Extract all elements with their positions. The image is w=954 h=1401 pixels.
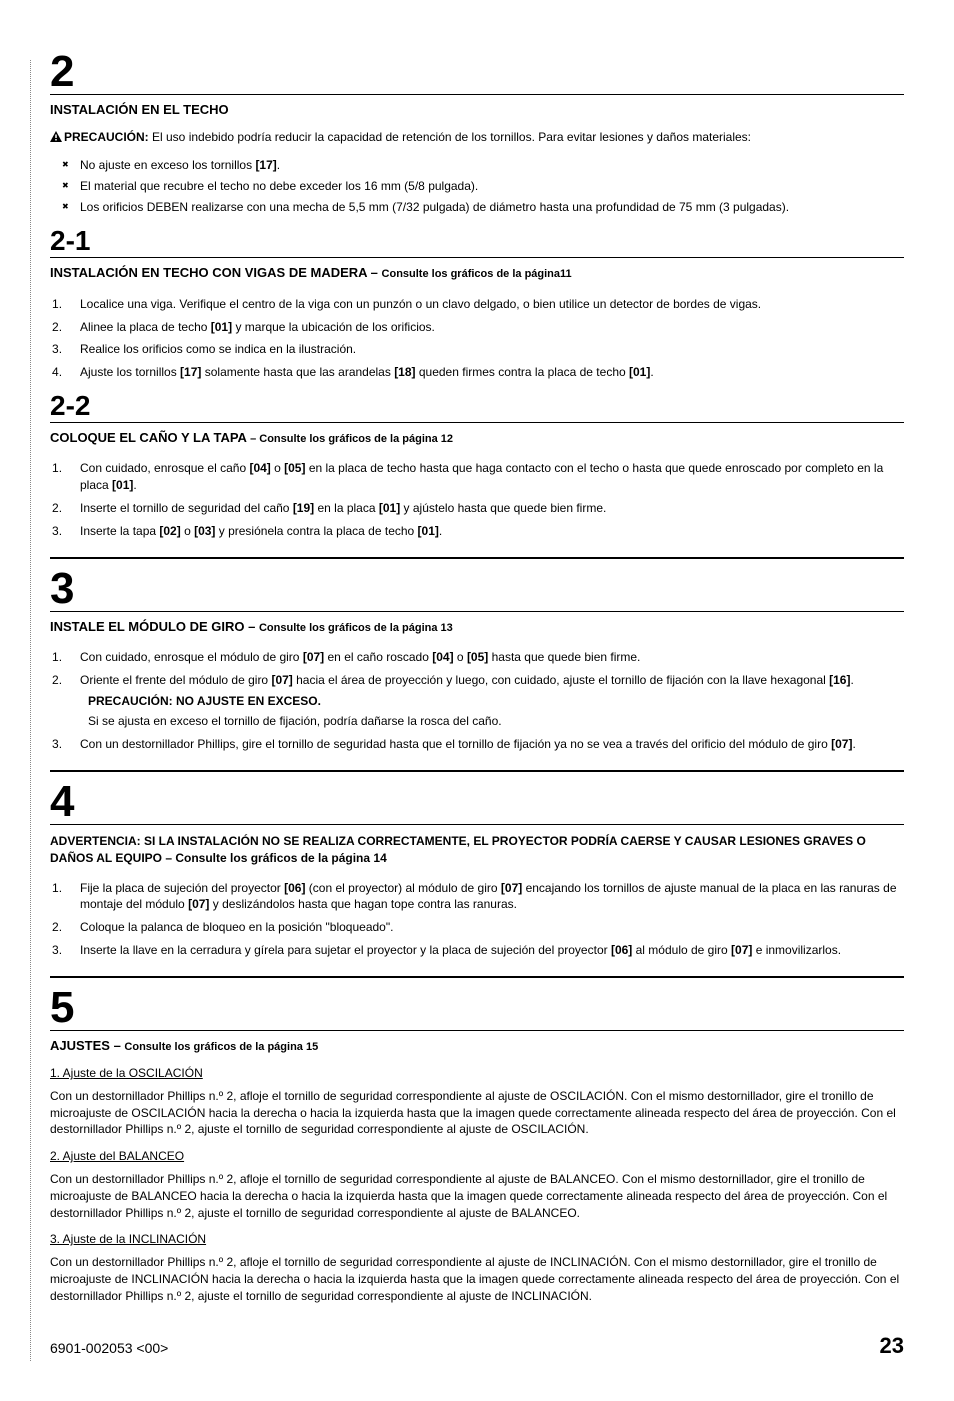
- page-footer: 6901-002053 <00> 23: [50, 1331, 904, 1362]
- adjustment-1-body: Con un destornillador Phillips n.º 2, af…: [50, 1088, 904, 1138]
- list-item: Fije la placa de sujeción del proyector …: [80, 877, 904, 917]
- list-item: Con un destornillador Phillips, gire el …: [80, 733, 904, 756]
- adjustment-3-body: Con un destornillador Phillips n.º 2, af…: [50, 1254, 904, 1304]
- section-2-title: INSTALACIÓN EN EL TECHO: [50, 101, 904, 119]
- section-number-2-2: 2-2: [50, 392, 904, 420]
- list-item: Inserte el tornillo de seguridad del cañ…: [80, 497, 904, 520]
- heading-main: AJUSTES –: [50, 1038, 124, 1053]
- heading-sub: Consulte los gráficos de la página 13: [259, 622, 453, 634]
- list-item: Inserte la tapa [02] o [03] y presiónela…: [80, 520, 904, 543]
- list-item: Con cuidado, enrosque el caño [04] o [05…: [80, 457, 904, 497]
- list-item: Inserte la llave en la cerradura y gírel…: [80, 939, 904, 962]
- list-item: Con cuidado, enrosque el módulo de giro …: [80, 646, 904, 669]
- section-2-1-title: INSTALACIÓN EN TECHO CON VIGAS DE MADERA…: [50, 264, 904, 282]
- list-item: Ajuste los tornillos [17] solamente hast…: [80, 361, 904, 384]
- heading-sub: Consulte los gráficos de la página 15: [124, 1041, 318, 1053]
- heading-main: INSTALACIÓN EN TECHO CON VIGAS DE MADERA…: [50, 265, 382, 280]
- warning-icon: [50, 130, 62, 147]
- divider: [50, 611, 904, 612]
- section-3-list: Con cuidado, enrosque el módulo de giro …: [50, 646, 904, 756]
- section-2-2-list: Con cuidado, enrosque el caño [04] o [05…: [50, 457, 904, 542]
- adjustment-2-body: Con un destornillador Phillips n.º 2, af…: [50, 1171, 904, 1221]
- divider: [50, 422, 904, 423]
- adjustment-1-title: 1. Ajuste de la OSCILACIÓN: [50, 1065, 904, 1082]
- heading-sub: Consulte los gráficos de la página11: [382, 268, 572, 280]
- section-5-title: AJUSTES – Consulte los gráficos de la pá…: [50, 1037, 904, 1055]
- list-item: Localice una viga. Verifique el centro d…: [80, 293, 904, 316]
- heading-main: INSTALE EL MÓDULO DE GIRO –: [50, 619, 259, 634]
- list-item: Oriente el frente del módulo de giro [07…: [80, 669, 904, 733]
- section-3-title: INSTALE EL MÓDULO DE GIRO – Consulte los…: [50, 618, 904, 636]
- list-item: Coloque la palanca de bloqueo en la posi…: [80, 916, 904, 939]
- section-2-1-list: Localice una viga. Verifique el centro d…: [50, 293, 904, 384]
- precaution-bullets: No ajuste en exceso los tornillos [17]. …: [50, 155, 904, 217]
- heading-sub: – Consulte los gráficos de la página 12: [250, 433, 453, 445]
- precaution-block: PRECAUCIÓN: El uso indebido podría reduc…: [50, 129, 904, 147]
- divider-thick: [50, 770, 904, 772]
- section-2-2-title: COLOQUE EL CAÑO Y LA TAPA – Consulte los…: [50, 429, 904, 447]
- page-number: 23: [880, 1331, 904, 1362]
- divider-thick: [50, 557, 904, 559]
- caution-note: Si se ajusta en exceso el tornillo de fi…: [80, 713, 904, 730]
- section-4-warning: ADVERTENCIA: SI LA INSTALACIÓN NO SE REA…: [50, 833, 904, 867]
- section-number-3: 3: [50, 567, 904, 611]
- precaution-label: PRECAUCIÓN:: [64, 130, 149, 144]
- section-number-5: 5: [50, 986, 904, 1030]
- list-item: Realice los orificios como se indica en …: [80, 338, 904, 361]
- adjustment-2-title: 2. Ajuste del BALANCEO: [50, 1148, 904, 1165]
- doc-code: 6901-002053 <00>: [50, 1339, 168, 1359]
- divider: [50, 824, 904, 825]
- section-number-2-1: 2-1: [50, 227, 904, 255]
- section-number-4: 4: [50, 780, 904, 824]
- precaution-text: El uso indebido podría reducir la capaci…: [149, 130, 751, 144]
- bullet-item: El material que recubre el techo no debe…: [80, 176, 904, 197]
- bullet-item: Los orificios DEBEN realizarse con una m…: [80, 197, 904, 218]
- bullet-item: No ajuste en exceso los tornillos [17].: [80, 155, 904, 176]
- caution-inline: PRECAUCIÓN: NO AJUSTE EN EXCESO.: [80, 693, 904, 710]
- heading-main: COLOQUE EL CAÑO Y LA TAPA: [50, 430, 250, 445]
- list-item: Alinee la placa de techo [01] y marque l…: [80, 316, 904, 339]
- divider: [50, 94, 904, 95]
- adjustment-3-title: 3. Ajuste de la INCLINACIÓN: [50, 1231, 904, 1248]
- section-number-2: 2: [50, 50, 904, 94]
- section-4-list: Fije la placa de sujeción del proyector …: [50, 877, 904, 962]
- divider: [50, 257, 904, 258]
- divider: [50, 1030, 904, 1031]
- divider-thick: [50, 976, 904, 978]
